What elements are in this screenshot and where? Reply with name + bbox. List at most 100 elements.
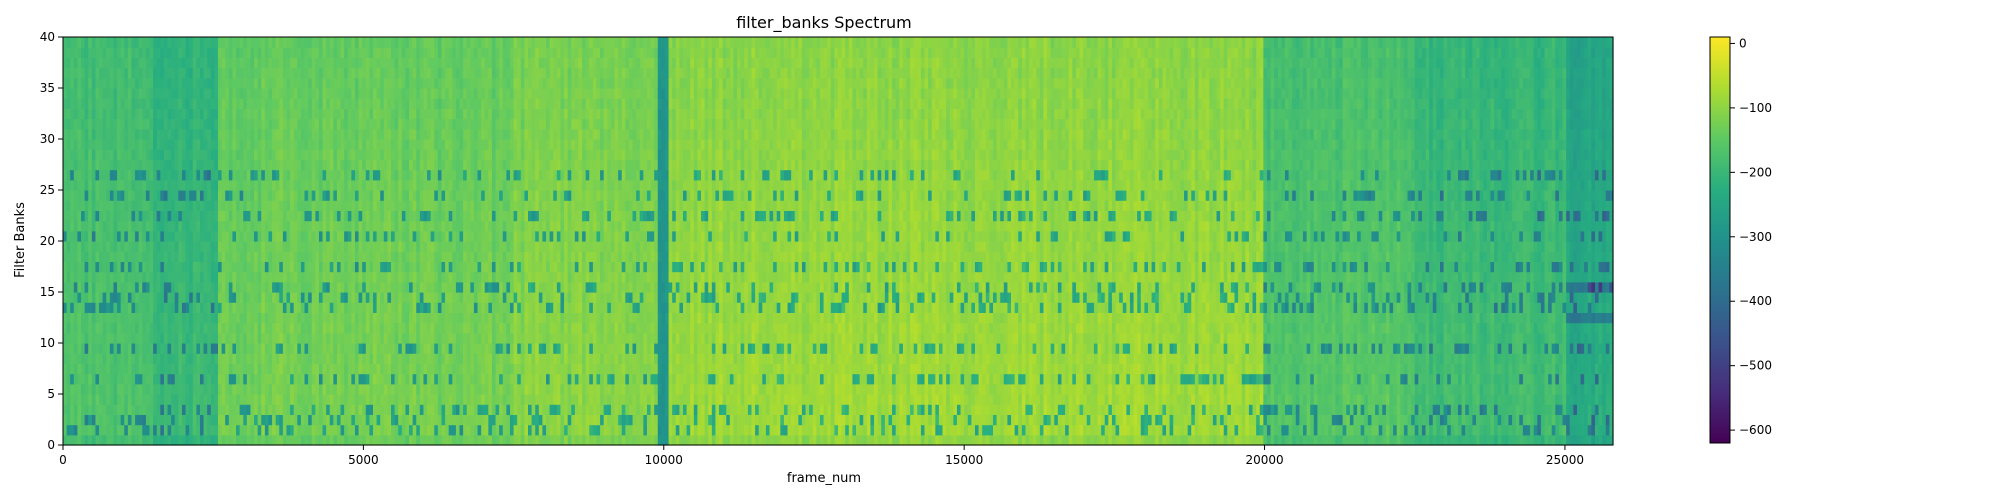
- heatmap-cell: [333, 322, 338, 334]
- heatmap-cell: [416, 261, 421, 273]
- heatmap-cell: [214, 251, 219, 262]
- heatmap-cell: [95, 312, 100, 324]
- heatmap-cell: [308, 118, 313, 130]
- heatmap-cell: [189, 434, 194, 446]
- heatmap-cell: [344, 37, 349, 48]
- heatmap-cell: [73, 77, 79, 89]
- heatmap-cell: [199, 322, 205, 334]
- heatmap-cell: [268, 373, 273, 385]
- heatmap-cell: [506, 414, 511, 426]
- heatmap-cell: [77, 424, 82, 436]
- heatmap-cell: [257, 424, 262, 436]
- heatmap-cell: [88, 394, 93, 405]
- heatmap-cell: [336, 373, 342, 385]
- heatmap-cell: [376, 353, 381, 364]
- heatmap-cell: [113, 200, 118, 211]
- heatmap-cell: [95, 383, 100, 395]
- heatmap-cell: [207, 434, 212, 446]
- heatmap-cell: [160, 414, 165, 426]
- heatmap-cell: [254, 383, 259, 395]
- heatmap-cell: [495, 414, 500, 426]
- heatmap-cell: [120, 292, 125, 303]
- heatmap-cell: [336, 37, 342, 48]
- heatmap-cell: [416, 271, 421, 283]
- heatmap-cell: [66, 281, 71, 293]
- heatmap-cell: [275, 190, 280, 201]
- heatmap-cell: [459, 37, 464, 48]
- heatmap-cell: [315, 67, 320, 79]
- heatmap-cell: [329, 424, 334, 436]
- heatmap-cell: [391, 261, 396, 273]
- heatmap-cell: [264, 241, 270, 252]
- heatmap-cell: [391, 292, 396, 303]
- heatmap-cell: [66, 434, 71, 446]
- heatmap-cell: [279, 190, 284, 201]
- heatmap-cell: [297, 251, 302, 262]
- heatmap-cell: [409, 77, 414, 89]
- heatmap-cell: [91, 353, 97, 364]
- heatmap-cell: [153, 292, 158, 303]
- heatmap-cell: [246, 322, 252, 334]
- heatmap-cell: [286, 139, 291, 150]
- heatmap-cell: [210, 271, 215, 283]
- heatmap-cell: [171, 128, 176, 140]
- heatmap-cell: [362, 57, 367, 69]
- heatmap-cell: [452, 67, 457, 79]
- heatmap-cell: [228, 414, 234, 426]
- heatmap-cell: [362, 179, 367, 191]
- heatmap-cell: [347, 190, 352, 201]
- heatmap-cell: [254, 88, 259, 99]
- heatmap-cell: [286, 57, 291, 69]
- heatmap-cell: [131, 128, 136, 140]
- heatmap-cell: [394, 230, 399, 242]
- heatmap-cell: [308, 220, 313, 232]
- heatmap-cell: [380, 322, 385, 334]
- heatmap-cell: [293, 210, 298, 222]
- heatmap-cell: [293, 179, 298, 191]
- heatmap-cell: [297, 210, 302, 222]
- heatmap-cell: [279, 98, 284, 109]
- heatmap-cell: [257, 312, 262, 324]
- heatmap-cell: [308, 302, 313, 313]
- heatmap-cell: [91, 128, 97, 140]
- heatmap-cell: [120, 118, 125, 130]
- heatmap-cell: [340, 47, 345, 58]
- heatmap-cell: [282, 47, 288, 58]
- heatmap-cell: [491, 353, 497, 364]
- heatmap-cell: [391, 220, 396, 232]
- heatmap-cell: [473, 343, 479, 354]
- heatmap-cell: [322, 77, 327, 89]
- heatmap-cell: [455, 332, 461, 344]
- heatmap-cell: [106, 424, 111, 436]
- heatmap-cell: [282, 363, 288, 375]
- heatmap-cell: [250, 271, 255, 283]
- heatmap-cell: [225, 149, 230, 160]
- heatmap-cell: [221, 149, 226, 160]
- heatmap-cell: [365, 241, 370, 252]
- heatmap-cell: [491, 67, 497, 79]
- heatmap-cell: [423, 57, 428, 69]
- heatmap-cell: [91, 169, 97, 181]
- heatmap-cell: [135, 281, 140, 293]
- heatmap-cell: [373, 343, 378, 354]
- heatmap-cell: [189, 210, 194, 222]
- heatmap-cell: [347, 251, 352, 262]
- heatmap-cell: [459, 332, 464, 344]
- heatmap-cell: [91, 271, 97, 283]
- heatmap-cell: [70, 261, 75, 273]
- heatmap-cell: [441, 261, 446, 273]
- heatmap-cell: [351, 353, 356, 364]
- heatmap-cell: [376, 373, 381, 385]
- heatmap-cell: [365, 200, 370, 211]
- heatmap-cell: [218, 139, 223, 150]
- heatmap-cell: [261, 67, 266, 79]
- heatmap-cell: [434, 292, 439, 303]
- heatmap-cell: [127, 67, 133, 79]
- heatmap-cell: [351, 179, 356, 191]
- heatmap-cell: [250, 332, 255, 344]
- heatmap-cell: [398, 322, 403, 334]
- heatmap-cell: [358, 200, 363, 211]
- heatmap-cell: [445, 200, 450, 211]
- heatmap-cell: [484, 404, 489, 415]
- heatmap-cell: [455, 47, 461, 58]
